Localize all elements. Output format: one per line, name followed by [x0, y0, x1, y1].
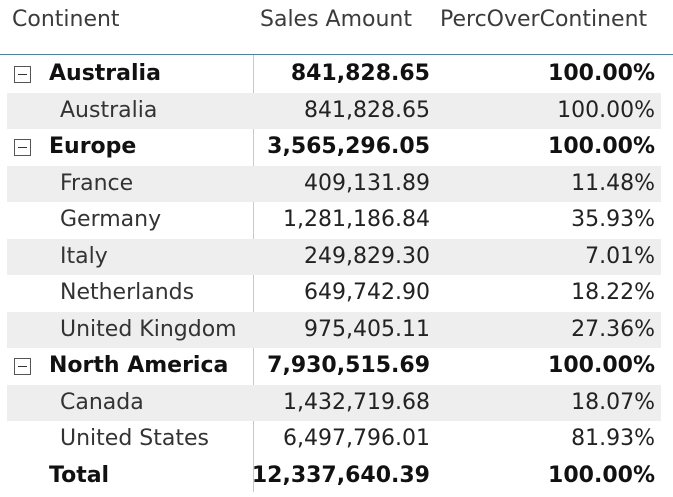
group-row-australia[interactable]: Australia 841,828.65 100.00%: [7, 56, 661, 93]
collapse-toggle-icon[interactable]: [14, 358, 31, 375]
sales-value: 841,828.65: [290, 61, 430, 86]
perc-value: 35.93%: [571, 207, 655, 232]
perc-value: 100.00%: [548, 61, 655, 86]
sales-value: 3,565,296.05: [267, 134, 430, 159]
perc-value: 18.22%: [571, 280, 655, 305]
child-row-united-kingdom[interactable]: United Kingdom 975,405.11 27.36%: [7, 311, 661, 348]
sales-value: 249,829.30: [304, 243, 430, 269]
child-row-netherlands[interactable]: Netherlands 649,742.90 18.22%: [7, 275, 661, 312]
row-label: France: [60, 170, 134, 196]
collapse-toggle-icon[interactable]: [14, 139, 31, 156]
row-label: Italy: [60, 243, 108, 269]
collapse-toggle-icon[interactable]: [14, 66, 31, 83]
sales-value: 1,432,719.68: [283, 389, 430, 415]
header-sales-amount[interactable]: Sales Amount: [260, 7, 413, 32]
child-row-france[interactable]: France 409,131.89 11.48%: [7, 165, 661, 202]
row-label: Europe: [49, 134, 137, 159]
row-label: Australia: [49, 61, 161, 86]
row-label: Australia: [60, 97, 158, 123]
row-label: Netherlands: [60, 280, 195, 305]
group-row-north-america[interactable]: North America 7,930,515.69 100.00%: [7, 348, 661, 385]
total-perc-value: 100.00%: [548, 462, 655, 488]
perc-value: 11.48%: [571, 170, 655, 196]
perc-value: 81.93%: [571, 426, 655, 451]
total-sales-value: 12,337,640.39: [251, 462, 430, 488]
row-label: North America: [49, 353, 229, 378]
column-header-row: Continent Sales Amount PercOverContinent: [0, 0, 673, 55]
perc-value: 100.00%: [548, 134, 655, 159]
sales-value: 7,930,515.69: [267, 353, 430, 378]
child-row-italy[interactable]: Italy 249,829.30 7.01%: [7, 238, 661, 275]
row-label: United Kingdom: [60, 316, 237, 342]
sales-value: 6,497,796.01: [283, 426, 430, 451]
sales-value: 975,405.11: [304, 316, 430, 342]
row-label: United States: [60, 426, 209, 451]
perc-value: 100.00%: [548, 353, 655, 378]
perc-value: 27.36%: [571, 316, 655, 342]
header-perc-over-continent[interactable]: PercOverContinent: [440, 7, 648, 32]
child-row-united-states[interactable]: United States 6,497,796.01 81.93%: [7, 421, 661, 458]
sales-value: 409,131.89: [304, 170, 430, 196]
row-label: Germany: [60, 207, 162, 232]
sales-value: 841,828.65: [304, 97, 430, 123]
total-label: Total: [49, 462, 110, 488]
perc-value: 18.07%: [571, 389, 655, 415]
header-continent[interactable]: Continent: [12, 7, 120, 32]
perc-value: 100.00%: [557, 97, 655, 123]
child-row-germany[interactable]: Germany 1,281,186.84 35.93%: [7, 202, 661, 239]
perc-value: 7.01%: [585, 243, 655, 269]
row-label: Canada: [60, 389, 144, 415]
group-row-europe[interactable]: Europe 3,565,296.05 100.00%: [7, 129, 661, 166]
total-row: Total 12,337,640.39 100.00%: [7, 458, 661, 495]
child-row-canada[interactable]: Canada 1,432,719.68 18.07%: [7, 384, 661, 421]
child-row-australia[interactable]: Australia 841,828.65 100.00%: [7, 92, 661, 129]
sales-value: 1,281,186.84: [283, 207, 430, 232]
sales-value: 649,742.90: [304, 280, 430, 305]
